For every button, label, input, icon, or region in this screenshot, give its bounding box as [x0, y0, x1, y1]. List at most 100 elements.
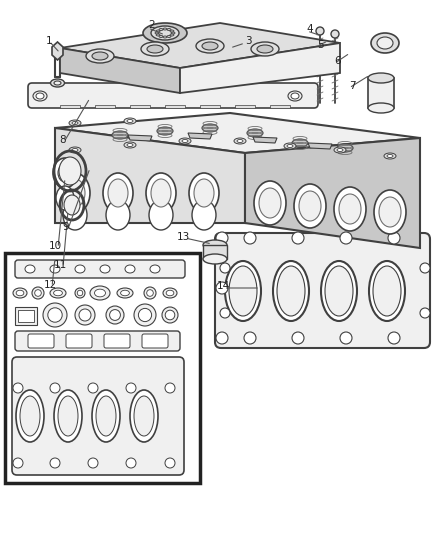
Ellipse shape	[16, 290, 24, 296]
Ellipse shape	[387, 155, 393, 157]
Ellipse shape	[202, 124, 218, 132]
Bar	[60, 105, 80, 108]
Polygon shape	[52, 42, 63, 60]
Ellipse shape	[257, 45, 273, 53]
FancyBboxPatch shape	[142, 334, 168, 348]
Ellipse shape	[130, 390, 158, 442]
Bar	[270, 105, 290, 108]
FancyBboxPatch shape	[15, 331, 180, 351]
Ellipse shape	[337, 144, 353, 152]
Ellipse shape	[58, 164, 72, 182]
Text: 1: 1	[46, 36, 52, 46]
Ellipse shape	[60, 173, 90, 213]
Polygon shape	[55, 113, 420, 153]
Bar	[200, 105, 220, 108]
Ellipse shape	[90, 286, 110, 300]
Ellipse shape	[77, 290, 83, 296]
Ellipse shape	[117, 288, 133, 298]
Ellipse shape	[247, 129, 263, 137]
Ellipse shape	[106, 200, 130, 230]
FancyBboxPatch shape	[12, 357, 184, 475]
Bar	[130, 105, 150, 108]
Ellipse shape	[50, 265, 60, 273]
Ellipse shape	[291, 93, 299, 99]
Text: 7: 7	[349, 81, 355, 91]
Ellipse shape	[79, 309, 91, 321]
Ellipse shape	[157, 127, 173, 135]
Ellipse shape	[216, 332, 228, 344]
Ellipse shape	[167, 36, 171, 37]
Text: 6: 6	[335, 56, 341, 66]
Ellipse shape	[112, 131, 128, 139]
Bar	[368, 78, 394, 108]
Ellipse shape	[220, 263, 230, 273]
Ellipse shape	[216, 232, 228, 244]
Ellipse shape	[371, 33, 399, 53]
Ellipse shape	[369, 261, 405, 321]
Ellipse shape	[72, 122, 78, 125]
Ellipse shape	[69, 120, 81, 126]
Ellipse shape	[65, 179, 85, 207]
Ellipse shape	[377, 37, 393, 49]
Ellipse shape	[36, 93, 44, 99]
Text: 3: 3	[245, 36, 251, 46]
Ellipse shape	[179, 138, 191, 144]
Ellipse shape	[374, 190, 406, 234]
Ellipse shape	[13, 458, 23, 468]
Text: 4: 4	[307, 24, 313, 34]
Ellipse shape	[75, 265, 85, 273]
Ellipse shape	[143, 23, 187, 43]
Text: 5: 5	[317, 40, 323, 50]
Ellipse shape	[216, 282, 228, 294]
Ellipse shape	[299, 191, 321, 221]
Polygon shape	[308, 143, 332, 149]
Ellipse shape	[151, 179, 171, 207]
Ellipse shape	[149, 200, 173, 230]
Ellipse shape	[203, 240, 227, 250]
Ellipse shape	[150, 265, 160, 273]
Bar	[235, 105, 255, 108]
FancyBboxPatch shape	[28, 83, 318, 108]
FancyBboxPatch shape	[15, 260, 185, 278]
Ellipse shape	[126, 383, 136, 393]
Ellipse shape	[273, 261, 309, 321]
Text: 2: 2	[148, 20, 155, 30]
Ellipse shape	[33, 91, 47, 101]
Ellipse shape	[127, 143, 133, 147]
Ellipse shape	[151, 26, 179, 40]
Ellipse shape	[32, 287, 44, 299]
Ellipse shape	[325, 266, 353, 316]
Ellipse shape	[50, 383, 60, 393]
Ellipse shape	[220, 308, 230, 318]
FancyBboxPatch shape	[28, 334, 54, 348]
Ellipse shape	[420, 308, 430, 318]
Ellipse shape	[159, 29, 163, 30]
Bar	[5, 253, 200, 483]
Ellipse shape	[13, 383, 23, 393]
Polygon shape	[60, 48, 180, 93]
Bar	[18, 310, 34, 322]
Ellipse shape	[189, 173, 219, 213]
Ellipse shape	[72, 149, 78, 151]
Ellipse shape	[50, 79, 64, 87]
Text: 9: 9	[63, 222, 69, 232]
Ellipse shape	[368, 103, 394, 113]
Ellipse shape	[127, 119, 133, 123]
Ellipse shape	[147, 290, 153, 296]
Ellipse shape	[100, 265, 110, 273]
Ellipse shape	[170, 34, 174, 36]
Ellipse shape	[155, 32, 159, 34]
Ellipse shape	[292, 332, 304, 344]
Ellipse shape	[163, 28, 167, 30]
Polygon shape	[245, 138, 420, 248]
Text: 14: 14	[216, 281, 230, 291]
Ellipse shape	[92, 390, 120, 442]
Ellipse shape	[259, 188, 281, 218]
Ellipse shape	[59, 157, 81, 185]
Ellipse shape	[292, 139, 308, 147]
Ellipse shape	[196, 39, 224, 53]
Ellipse shape	[203, 254, 227, 264]
Bar	[15, 307, 37, 325]
Ellipse shape	[294, 184, 326, 228]
Ellipse shape	[159, 36, 163, 37]
